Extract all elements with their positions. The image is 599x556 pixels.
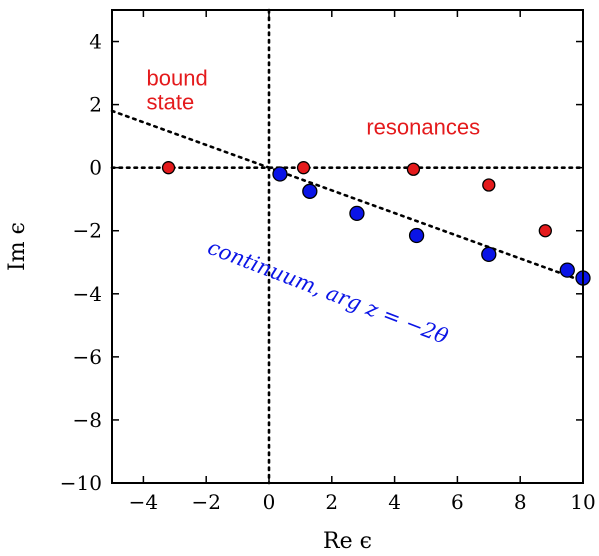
continuum-point	[481, 246, 497, 263]
plot-frame	[111, 9, 584, 484]
x-tick-label: 8	[514, 490, 527, 514]
x-tick-label: 0	[263, 490, 276, 514]
x-tick-label: 6	[451, 490, 464, 514]
reference-line-line	[110, 109, 585, 283]
annotation-line: bound	[147, 66, 208, 91]
y-axis-label: Im ϵ	[5, 222, 30, 271]
y-tick-label: 4	[89, 30, 102, 54]
y-tick-label: 0	[89, 156, 102, 180]
axis-ticks: −4 −2 0 2 4 6 8 10 4 2 0 −2 −4 −6 −8 −10	[60, 10, 596, 514]
reference-lines	[110, 8, 585, 485]
bound-resonance-point	[482, 178, 496, 192]
y-tick-label: −8	[73, 408, 102, 432]
annotation-resonances: resonances	[366, 115, 480, 140]
bound-resonance-point	[296, 161, 311, 175]
y-tick-label: −10	[60, 471, 102, 495]
annotations: bound state resonances continuum, arg z = −…	[147, 66, 481, 349]
continuum-point	[349, 205, 365, 222]
continuum-point	[272, 166, 288, 182]
x-tick-label: 10	[570, 490, 595, 514]
continuum-point	[408, 227, 425, 244]
continuum-point	[559, 262, 575, 278]
y-tick-label: −2	[73, 219, 102, 243]
x-tick-label: 2	[325, 490, 338, 514]
x-tick-label: 4	[388, 490, 401, 514]
annotation-bound: bound state	[147, 66, 208, 115]
annotation-line: continuum, arg z = −2θ	[204, 235, 451, 349]
annotation-line: resonances	[366, 115, 480, 140]
bound-resonance-point	[406, 162, 421, 176]
x-axis-label: Re ϵ	[323, 529, 372, 554]
data-points	[161, 161, 591, 286]
y-tick-label: 2	[89, 93, 102, 117]
x-tick-label: −2	[191, 490, 220, 514]
x-tick-label: −4	[129, 490, 158, 514]
y-tick-label: −6	[73, 345, 102, 369]
bound-resonance-point	[538, 224, 552, 238]
annotation-continuum: continuum, arg z = −2θ	[204, 235, 451, 349]
annotation-line: state	[147, 90, 195, 115]
continuum-point	[302, 183, 318, 199]
bound-resonance-point	[161, 161, 176, 175]
y-tick-label: −4	[73, 282, 102, 306]
